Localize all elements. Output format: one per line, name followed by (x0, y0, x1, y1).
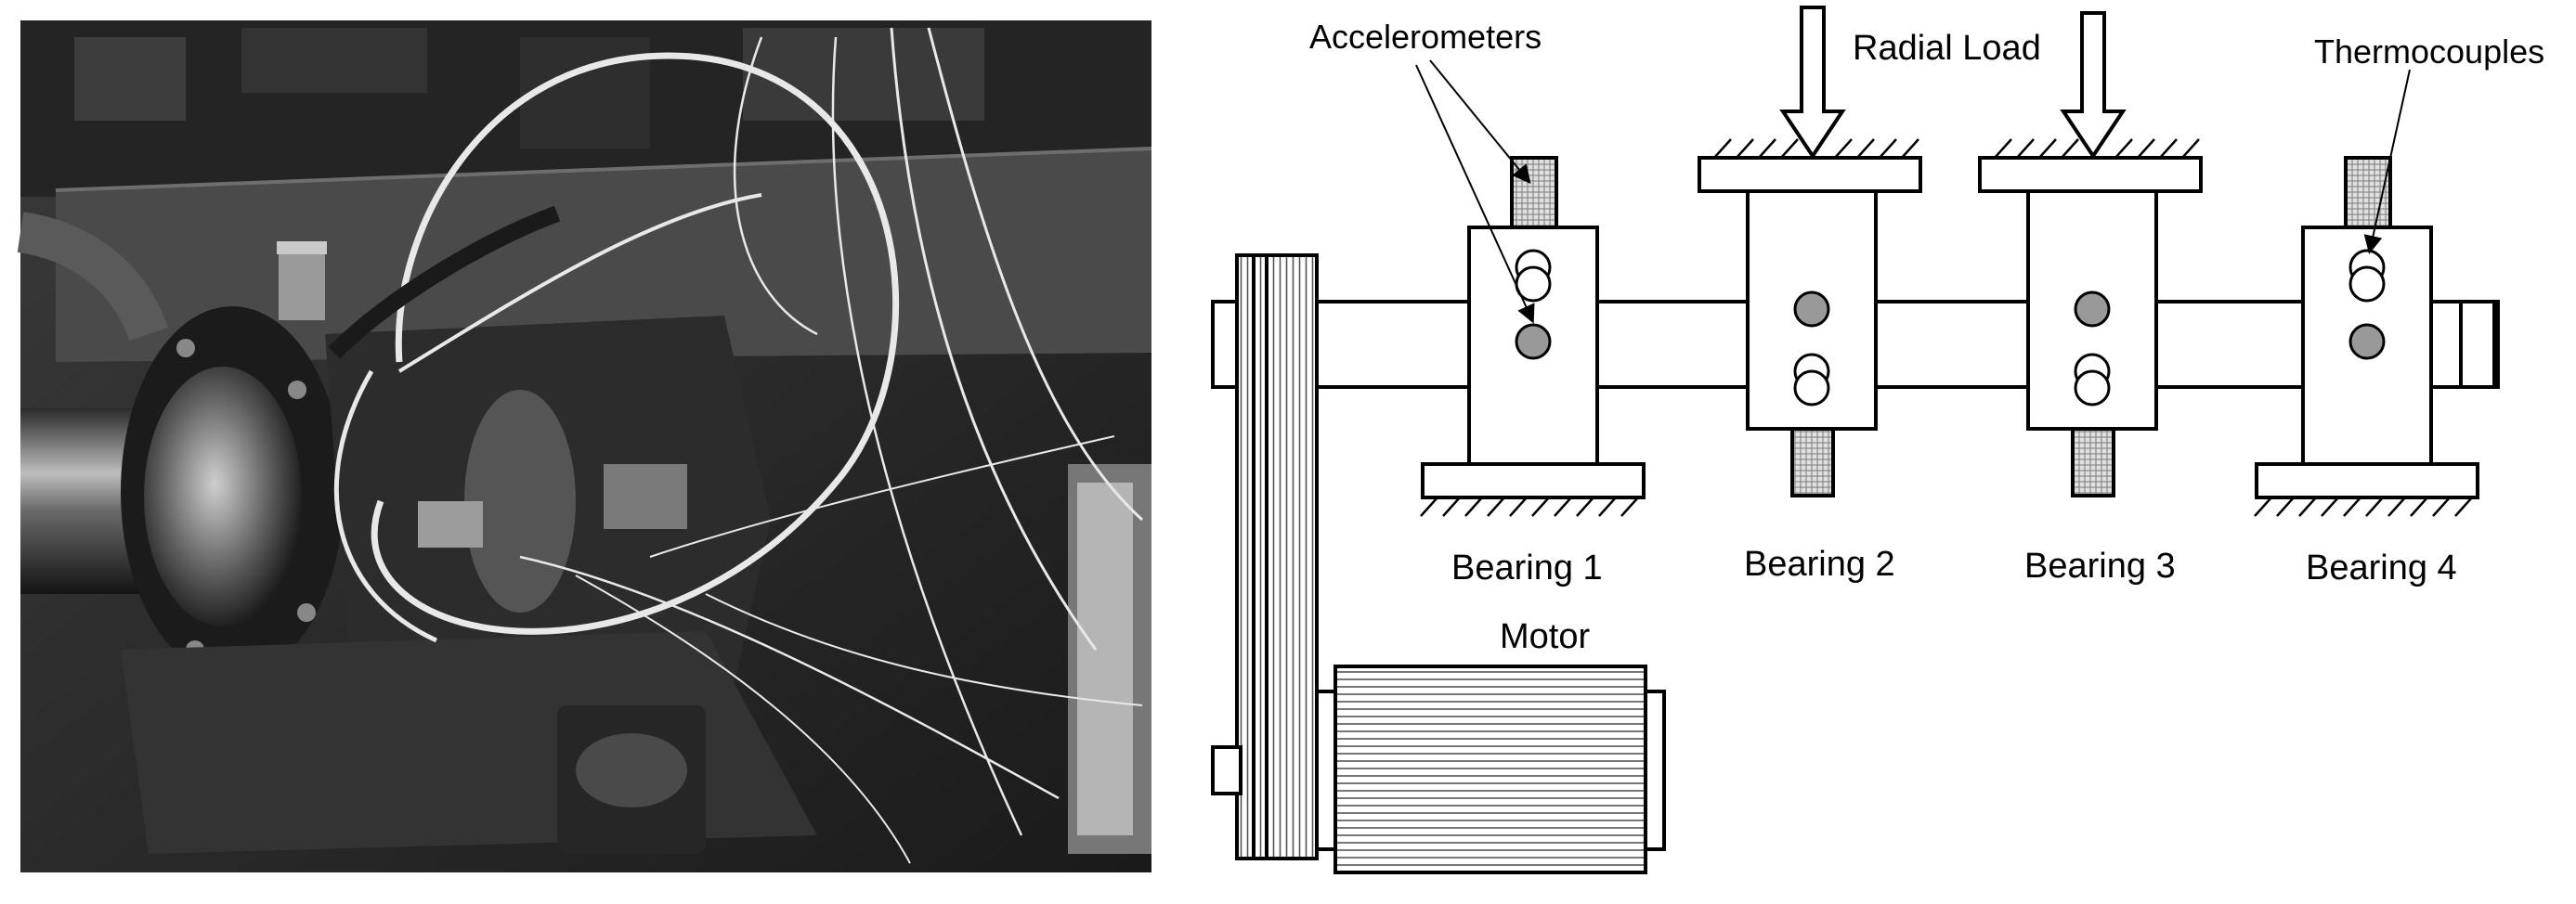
label-radial-load: Radial Load (1853, 29, 2041, 68)
bearing-4-base (2255, 462, 2479, 499)
photo-wires (333, 27, 1144, 864)
bearing-2-sensor-hole (1793, 291, 1830, 328)
label-motor: Motor (1500, 617, 1590, 656)
bearing-2-load-post (1790, 427, 1835, 497)
leader-accelerometers-1 (1429, 59, 1531, 185)
label-thermocouples: Thermocouples (2314, 32, 2544, 71)
motor-end-cap (1644, 690, 1666, 851)
radial-load-arrow-2 (2060, 11, 2127, 160)
bearing-1-accelerometer-side (1515, 323, 1552, 360)
pulley-top (1252, 253, 1268, 860)
bearing-3-load-post (2071, 427, 2115, 497)
label-bearing-4: Bearing 4 (2306, 549, 2457, 588)
label-bearing-3: Bearing 3 (2024, 547, 2176, 586)
radial-load-arrow-1 (1779, 6, 1846, 160)
test-rig-photo (17, 20, 1152, 872)
label-bearing-1: Bearing 1 (1451, 549, 1603, 588)
bearing-3-top-plate (1978, 156, 2203, 193)
leader-accelerometers-2 (1415, 64, 1535, 324)
shaft-right-end (2459, 300, 2496, 389)
leader-thermocouples (2363, 69, 2411, 254)
bearing-1-base (1421, 462, 1646, 499)
bearing-2-top-plate (1698, 156, 1922, 193)
photo-base (121, 631, 817, 854)
label-bearing-2: Bearing 2 (1744, 545, 1895, 584)
belt (1235, 253, 1319, 860)
photo-hose (17, 212, 168, 342)
motor-shaft (1315, 690, 1337, 851)
label-accelerometers: Accelerometers (1309, 18, 1542, 56)
motor-body (1334, 665, 1647, 874)
ground-hatching (1420, 138, 2478, 517)
bearing-3-sensor-hole (2074, 291, 2111, 328)
pulley-bottom (1211, 745, 1242, 795)
bearing-4-sensor-hole (2348, 323, 2386, 360)
test-rig-schematic: Accelerometers Radial Load Thermocouples… (1211, 6, 2544, 874)
